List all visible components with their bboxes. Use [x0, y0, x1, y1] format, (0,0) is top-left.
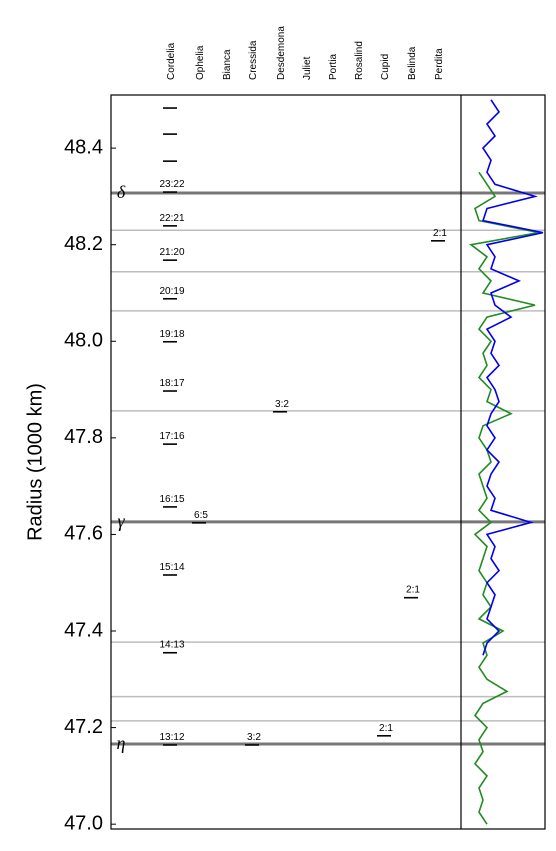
y-tick-label: 47.8 — [64, 426, 103, 448]
resonance-label: 20:19 — [159, 286, 184, 297]
moon-name: Cordelia — [166, 42, 177, 80]
y-tick-label: 47.4 — [64, 619, 103, 641]
moon-name: Belinda — [407, 46, 418, 80]
moon-name: Bianca — [222, 49, 233, 80]
moon-name: Rosalind — [354, 41, 365, 80]
resonance-label: 17:16 — [159, 431, 184, 442]
resonance-label: 14:13 — [159, 640, 184, 651]
ring-label: η — [117, 733, 126, 753]
moon-name: Cupid — [380, 54, 391, 80]
profile-line — [481, 99, 544, 656]
profile-line — [469, 171, 540, 825]
resonance-label: 19:18 — [159, 329, 184, 340]
resonance-label: 16:15 — [159, 494, 184, 505]
y-tick-label: 47.0 — [64, 812, 103, 834]
moon-name: Perdita — [434, 48, 445, 80]
ring-label: γ — [117, 511, 125, 531]
resonance-label: 2:1 — [433, 228, 447, 239]
moon-name: Portia — [328, 53, 339, 80]
y-tick-label: 47.2 — [64, 716, 103, 738]
moon-name: Ophelia — [195, 45, 206, 80]
y-tick-label: 48.4 — [64, 136, 103, 158]
moon-name: Desdemona — [276, 26, 287, 80]
y-tick-label: 48.2 — [64, 233, 103, 255]
y-axis-label: Radius (1000 km) — [24, 383, 46, 541]
plot-frame — [110, 94, 546, 830]
y-tick-label: 48.0 — [64, 330, 103, 352]
moon-name: Juliet — [302, 56, 313, 80]
resonance-label: 23:22 — [159, 179, 184, 190]
resonance-label: 3:2 — [247, 732, 261, 743]
resonance-label: 22:21 — [159, 213, 184, 224]
ring-label: δ — [117, 182, 126, 202]
moon-name: Cressida — [248, 40, 259, 80]
resonance-label: 21:20 — [159, 247, 184, 258]
resonance-label: 6:5 — [194, 510, 208, 521]
resonance-label: 2:1 — [406, 585, 420, 596]
resonance-label: 2:1 — [379, 723, 393, 734]
resonance-label: 15:14 — [159, 562, 184, 573]
resonance-label: 18:17 — [159, 378, 184, 389]
resonance-label: 13:12 — [159, 732, 184, 743]
y-tick-label: 47.6 — [64, 523, 103, 545]
resonance-label: 3:2 — [275, 399, 289, 410]
